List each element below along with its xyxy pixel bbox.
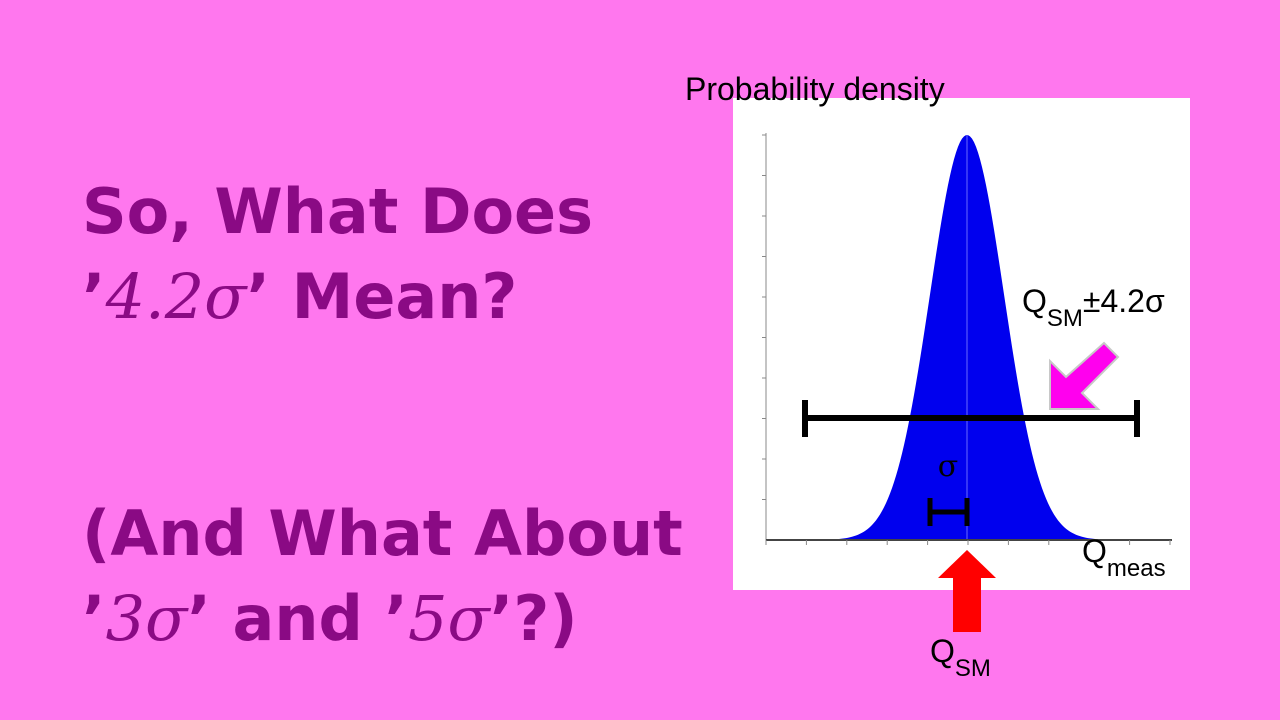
text: ’ and ’ [187, 582, 408, 655]
sm-arrow [938, 550, 996, 632]
band-arrow [1049, 341, 1120, 410]
text: ±4.2σ [1083, 283, 1165, 319]
title-line: ’4.2σ’ Mean? [82, 260, 517, 333]
sigma-label: σ [938, 449, 958, 484]
sigma-bar [927, 498, 970, 526]
text: ’?) [490, 582, 578, 655]
text: ’ [82, 260, 106, 333]
text: Q [1082, 533, 1107, 569]
ticks [762, 134, 1171, 545]
text: Q [1022, 283, 1047, 319]
subtitle-line: (And What About [82, 497, 683, 570]
subscript: meas [1107, 555, 1166, 582]
subscript: SM [955, 655, 991, 682]
math: 3σ [106, 582, 189, 655]
band-bar [802, 400, 1140, 437]
subtitle-line: ’3σ’ and ’5σ’?) [82, 582, 578, 655]
text: Q [930, 633, 955, 669]
math: 4.2σ [105, 260, 249, 333]
gaussian-curve [766, 135, 1170, 540]
text: ’ Mean? [247, 260, 518, 333]
text: ’ [82, 582, 106, 655]
band-label: QSM±4.2σ [1022, 283, 1165, 332]
subscript: SM [1047, 305, 1083, 332]
y-axis-label: Probability density [685, 71, 945, 107]
x-axis-label: Qmeas [1082, 533, 1166, 582]
title-line: So, What Does [82, 175, 593, 248]
arrow-label: QSM [930, 633, 991, 682]
math: 5σ [408, 582, 491, 655]
